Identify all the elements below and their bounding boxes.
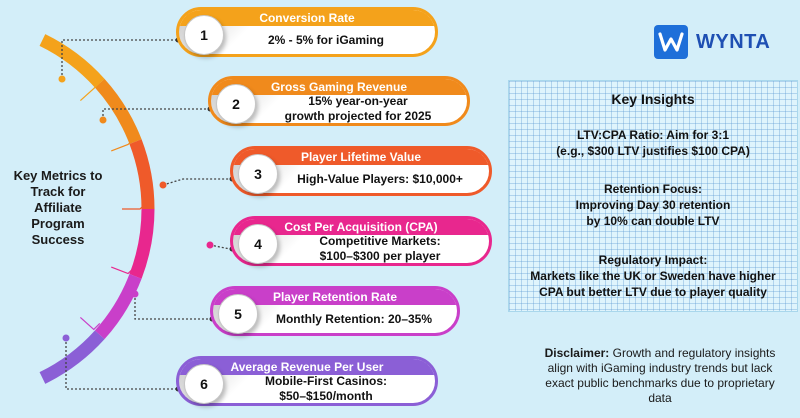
- metric-value: 15% year-on-year growth projected for 202…: [257, 94, 459, 123]
- connector-dot-2: [99, 116, 107, 124]
- metric-card-4: Cost Per Acquisition (CPA) Competitive Ma…: [230, 216, 492, 266]
- metric-number-badge: 6: [184, 364, 224, 404]
- disclaimer: Disclaimer: Growth and regulatory insigh…: [535, 346, 785, 406]
- disclaimer-label: Disclaimer:: [544, 346, 610, 360]
- arc-segment-6: [39, 330, 105, 384]
- arc-notch-3: [122, 202, 147, 210]
- connector-dot-5: [131, 290, 139, 298]
- connector-dot-6: [62, 334, 70, 342]
- arc-segment-4: [129, 208, 155, 279]
- metric-value-line: Mobile-First Casinos:: [264, 374, 387, 388]
- metric-number-badge: 5: [218, 294, 258, 334]
- disclaimer-text: Growth and regulatory insights align wit…: [545, 346, 776, 405]
- metric-value-line: Competitive Markets:: [319, 234, 441, 248]
- metric-number-badge: 1: [184, 15, 224, 55]
- brand-name: WYNTA: [696, 30, 771, 53]
- metric-value: Mobile-First Casinos: $50–$150/month: [225, 374, 427, 403]
- insight-line: by 10% can double LTV: [586, 214, 720, 228]
- metric-value: High-Value Players: $10,000+: [279, 166, 481, 192]
- metric-title: Average Revenue Per User: [179, 359, 435, 375]
- connector-6: [65, 338, 178, 390]
- insight-ltv-cpa: LTV:CPA Ratio: Aim for 3:1 (e.g., $300 L…: [509, 127, 797, 159]
- insight-line: Retention Focus:: [604, 182, 702, 196]
- insight-line: (e.g., $300 LTV justifies $100 CPA): [556, 144, 750, 158]
- metric-number-badge: 3: [238, 154, 278, 194]
- arc-segment-1: [39, 34, 105, 88]
- arc-segment-5: [94, 273, 142, 340]
- metric-value-line: 15% year-on-year: [308, 94, 408, 108]
- wynta-logo-icon: [654, 25, 688, 59]
- metric-title: Gross Gaming Revenue: [211, 79, 467, 95]
- connector-1: [61, 39, 178, 79]
- metric-title: Conversion Rate: [179, 10, 435, 26]
- connector-3: [162, 178, 232, 186]
- metric-title: Cost Per Acquisition (CPA): [233, 219, 489, 235]
- metric-value: Monthly Retention: 20–35%: [259, 306, 449, 332]
- metric-value-line: $50–$150/month: [279, 389, 373, 403]
- insight-retention: Retention Focus: Improving Day 30 retent…: [509, 181, 797, 229]
- arc-notch-4: [111, 266, 135, 275]
- metric-number-badge: 4: [238, 224, 278, 264]
- metric-value-line: growth projected for 2025: [284, 109, 432, 123]
- metric-value: Competitive Markets: $100–$300 per player: [279, 234, 481, 263]
- insight-line: Regulatory Impact:: [598, 253, 708, 267]
- insight-regulatory: Regulatory Impact: Markets like the UK o…: [509, 252, 797, 300]
- metric-value-line: Monthly Retention: 20–35%: [275, 311, 433, 326]
- arc-notch-5: [79, 316, 101, 331]
- key-insights-panel: Key Insights LTV:CPA Ratio: Aim for 3:1 …: [508, 80, 798, 312]
- metric-value: 2% - 5% for iGaming: [225, 27, 427, 53]
- center-title: Key Metrics to Track for Affiliate Progr…: [13, 168, 103, 247]
- connector-5: [134, 294, 212, 320]
- metric-value-line: 2% - 5% for iGaming: [267, 32, 385, 47]
- insight-line: CPA but better LTV due to player quality: [539, 285, 767, 299]
- insight-line: Improving Day 30 retention: [575, 198, 731, 212]
- metric-card-1: Conversion Rate 2% - 5% for iGaming: [176, 7, 438, 57]
- arc-segment-3: [129, 139, 155, 210]
- insights-title: Key Insights: [611, 91, 695, 107]
- arc-notch-2: [111, 138, 135, 152]
- insight-line: Markets like the UK or Sweden have highe…: [530, 269, 776, 283]
- metric-value-line: High-Value Players: $10,000+: [297, 171, 463, 186]
- wynta-logo: WYNTA: [654, 24, 770, 60]
- connector-dot-4: [206, 241, 214, 249]
- connector-dot-1: [58, 75, 66, 83]
- arc-segment-2: [94, 78, 142, 145]
- arc-notch-1: [79, 82, 101, 102]
- metric-card-3: Player Lifetime Value High-Value Players:…: [230, 146, 492, 196]
- metric-value-line: $100–$300 per player: [319, 249, 441, 263]
- metric-number-badge: 2: [216, 84, 256, 124]
- connector-dot-3: [159, 181, 167, 189]
- metric-title: Player Retention Rate: [213, 289, 457, 305]
- metric-title: Player Lifetime Value: [233, 149, 489, 165]
- insight-line: LTV:CPA Ratio: Aim for 3:1: [576, 128, 729, 142]
